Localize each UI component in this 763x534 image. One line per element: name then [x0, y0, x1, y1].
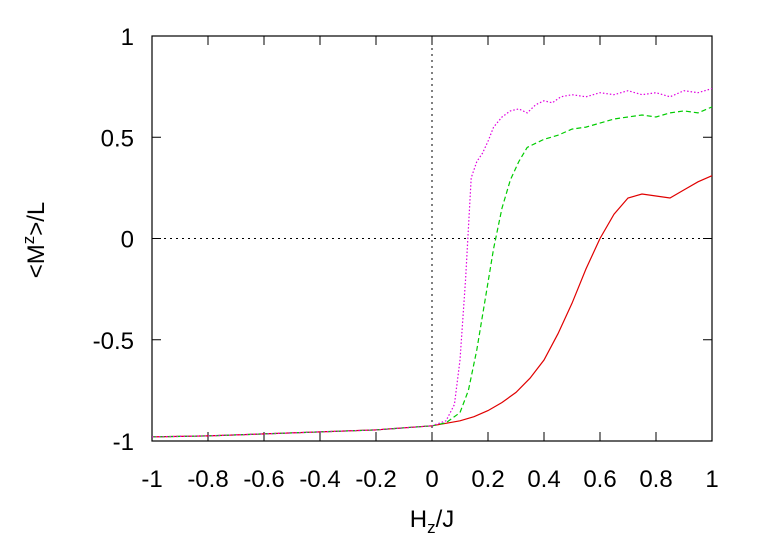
series-line-2	[151, 106, 713, 438]
y-tick-label: 1	[121, 24, 134, 51]
x-axis-label-sub: z	[427, 518, 436, 534]
y-tick-label: -0.5	[93, 328, 134, 355]
tick-marks	[151, 35, 713, 442]
reference-lines	[152, 36, 712, 441]
x-tick-label: -0.6	[243, 466, 284, 493]
x-tick-label: 0.6	[583, 466, 616, 493]
y-axis-label-rest: >/L	[23, 202, 50, 236]
x-tick-label: 0.8	[639, 466, 672, 493]
y-axis-label: <Mz>/L	[19, 202, 50, 279]
x-tick-label: 0	[425, 466, 438, 493]
y-axis-label-pre: <M	[23, 244, 50, 278]
x-tick-label: -1	[141, 466, 162, 493]
x-axis-label-main: H	[410, 506, 427, 533]
series-layer	[151, 88, 713, 438]
y-tick-labels: -1 -0.5 0 0.5 1	[93, 24, 134, 456]
x-tick-label: -0.2	[355, 466, 396, 493]
x-axis-label-rest: /J	[436, 506, 455, 533]
y-tick-label: -1	[113, 429, 134, 456]
y-tick-label: 0.5	[101, 125, 134, 152]
x-tick-label: 0.2	[471, 466, 504, 493]
series-line-3	[151, 88, 713, 438]
x-tick-label: -0.8	[187, 466, 228, 493]
x-tick-label: 1	[705, 466, 718, 493]
y-tick-label: 0	[121, 227, 134, 254]
y-axis-label-sup: z	[19, 236, 38, 245]
x-axis-label: Hz/J	[410, 506, 455, 534]
x-tick-label: 0.4	[527, 466, 560, 493]
x-tick-label: -0.4	[299, 466, 340, 493]
x-tick-labels: -1 -0.8 -0.6 -0.4 -0.2 0 0.2 0.4 0.6 0.8 1	[141, 466, 718, 493]
